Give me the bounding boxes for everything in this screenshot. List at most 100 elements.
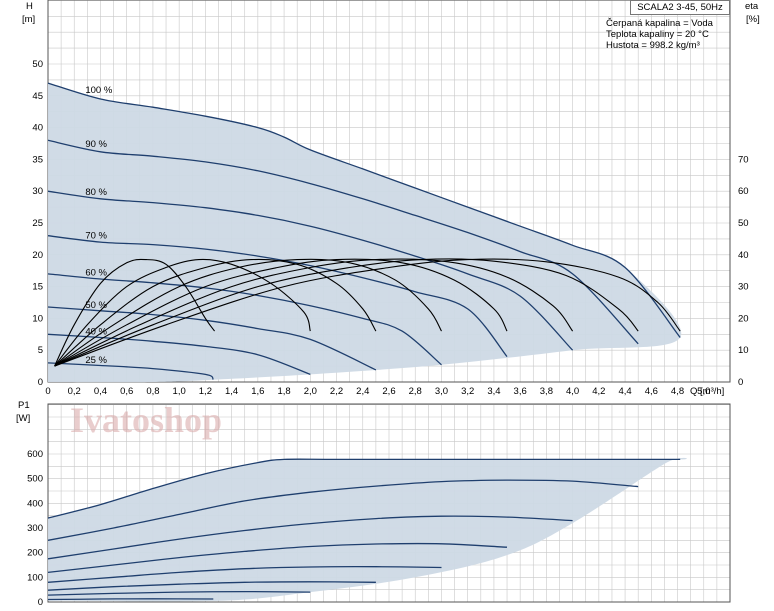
- eta-tick-10: 10: [738, 345, 749, 356]
- power-curve-4: [47, 565, 442, 583]
- h-tick-25: 25: [32, 218, 43, 229]
- condition-density: Hustota = 998.2 kg/m³: [606, 40, 700, 51]
- p1-tick-600: 600: [27, 449, 43, 460]
- head-curve-0: [47, 82, 681, 338]
- speed-label-5: 50 %: [85, 300, 107, 311]
- eta-tick-30: 30: [738, 282, 749, 293]
- q-tick-7: 1,4: [225, 386, 238, 397]
- power-curve-3: [47, 542, 508, 574]
- h-tick-40: 40: [32, 123, 43, 134]
- q-tick-16: 3,2: [461, 386, 474, 397]
- eta-tick-20: 20: [738, 313, 749, 324]
- q-tick-20: 4,0: [566, 386, 579, 397]
- q-tick-23: 4,6: [645, 386, 658, 397]
- q-tick-3: 0,6: [120, 386, 133, 397]
- q-tick-15: 3,0: [435, 386, 448, 397]
- h-tick-0: 0: [38, 377, 43, 388]
- eta-tick-70: 70: [738, 154, 749, 165]
- power-curve-2: [47, 515, 573, 560]
- q-tick-22: 4,4: [618, 386, 631, 397]
- speed-label-2: 80 %: [85, 187, 107, 198]
- head-curve-2: [47, 190, 574, 351]
- eta-axis-title: eta: [745, 1, 759, 12]
- power-envelope-area: [48, 457, 687, 602]
- speed-label-0: 100 %: [85, 85, 112, 96]
- head-curve-4: [47, 273, 442, 366]
- eta-tick-50: 50: [738, 218, 749, 229]
- model-label: SCALA2 3-45, 50Hz: [630, 0, 730, 15]
- speed-label-7: 25 %: [85, 355, 107, 366]
- eta-tick-60: 60: [738, 186, 749, 197]
- speed-label-3: 70 %: [85, 230, 107, 241]
- watermark: Ivatoshop: [70, 400, 222, 440]
- h-tick-35: 35: [32, 154, 43, 165]
- q-tick-25: 5,0: [697, 386, 710, 397]
- head-curve-1: [47, 139, 639, 345]
- h-tick-30: 30: [32, 186, 43, 197]
- q-tick-14: 2,8: [409, 386, 422, 397]
- h-tick-15: 15: [32, 282, 43, 293]
- eta-curve-5: [54, 258, 574, 367]
- q-axis-label: Q [m³/h]: [690, 386, 724, 397]
- q-tick-6: 1,2: [199, 386, 212, 397]
- q-tick-4: 0,8: [146, 386, 159, 397]
- q-tick-11: 2,2: [330, 386, 343, 397]
- head-curve-7: [47, 362, 214, 381]
- q-tick-9: 1,8: [277, 386, 290, 397]
- h-tick-20: 20: [32, 250, 43, 261]
- eta-tick-0: 0: [738, 377, 743, 388]
- eta-curve-3: [54, 258, 442, 367]
- p1-tick-200: 200: [27, 548, 43, 559]
- power-curve-0: [47, 458, 681, 519]
- q-tick-5: 1,0: [173, 386, 186, 397]
- p1-tick-300: 300: [27, 523, 43, 534]
- q-tick-8: 1,6: [251, 386, 264, 397]
- p1-tick-500: 500: [27, 474, 43, 485]
- p1-tick-0: 0: [38, 597, 43, 608]
- power-curve-6: [47, 590, 311, 596]
- q-tick-2: 0,4: [94, 386, 107, 397]
- q-tick-17: 3,4: [487, 386, 500, 397]
- q-tick-13: 2,6: [382, 386, 395, 397]
- head-envelope-area: [48, 83, 682, 383]
- eta-curve-2: [54, 258, 377, 367]
- speed-label-4: 60 %: [85, 268, 107, 279]
- power-curve-1: [47, 479, 639, 541]
- eta-curve-4: [54, 258, 508, 367]
- q-tick-0: 0: [45, 386, 50, 397]
- power-curve-5: [47, 581, 376, 591]
- speed-label-1: 90 %: [85, 139, 107, 150]
- q-tick-21: 4,2: [592, 386, 605, 397]
- h-tick-50: 50: [32, 59, 43, 70]
- h-tick-10: 10: [32, 313, 43, 324]
- q-tick-1: 0,2: [68, 386, 81, 397]
- h-axis-title: H: [26, 1, 33, 12]
- p1-tick-400: 400: [27, 498, 43, 509]
- h-tick-45: 45: [32, 91, 43, 102]
- q-tick-24: 4,8: [671, 386, 684, 397]
- power-plot-area: 0 100 200 300 400 500 600: [27, 449, 687, 608]
- eta-curve-1: [54, 258, 311, 367]
- condition-fluid: Čerpaná kapalina = Voda: [606, 18, 713, 29]
- eta-curve-6: [54, 258, 639, 367]
- h-axis-unit: [m]: [22, 14, 35, 25]
- eta-tick-40: 40: [738, 250, 749, 261]
- power-plot-frame: [47, 403, 731, 603]
- condition-temperature: Teplota kapaliny = 20 °C: [606, 29, 709, 40]
- h-tick-5: 5: [38, 345, 43, 356]
- power-curve-7: [47, 598, 214, 601]
- q-tick-19: 3,8: [540, 386, 553, 397]
- q-tick-10: 2,0: [304, 386, 317, 397]
- p1-tick-100: 100: [27, 572, 43, 583]
- p1-axis-title: P1: [18, 400, 30, 411]
- eta-curve-0: [54, 258, 216, 367]
- speed-label-6: 40 %: [85, 327, 107, 338]
- eta-curve-7: [54, 258, 681, 367]
- p1-axis-unit: [W]: [16, 413, 30, 424]
- eta-axis-unit: [%]: [746, 14, 760, 25]
- head-plot-area: 100 % 90 % 80 % 70 % 60 % 50 % 40 % 25 % 0 5 10 15 2…: [32, 59, 748, 397]
- conditions-legend: Čerpaná kapalina = Voda Teplota kapaliny…: [606, 18, 728, 58]
- q-tick-18: 3,6: [514, 386, 527, 397]
- q-tick-12: 2,4: [356, 386, 369, 397]
